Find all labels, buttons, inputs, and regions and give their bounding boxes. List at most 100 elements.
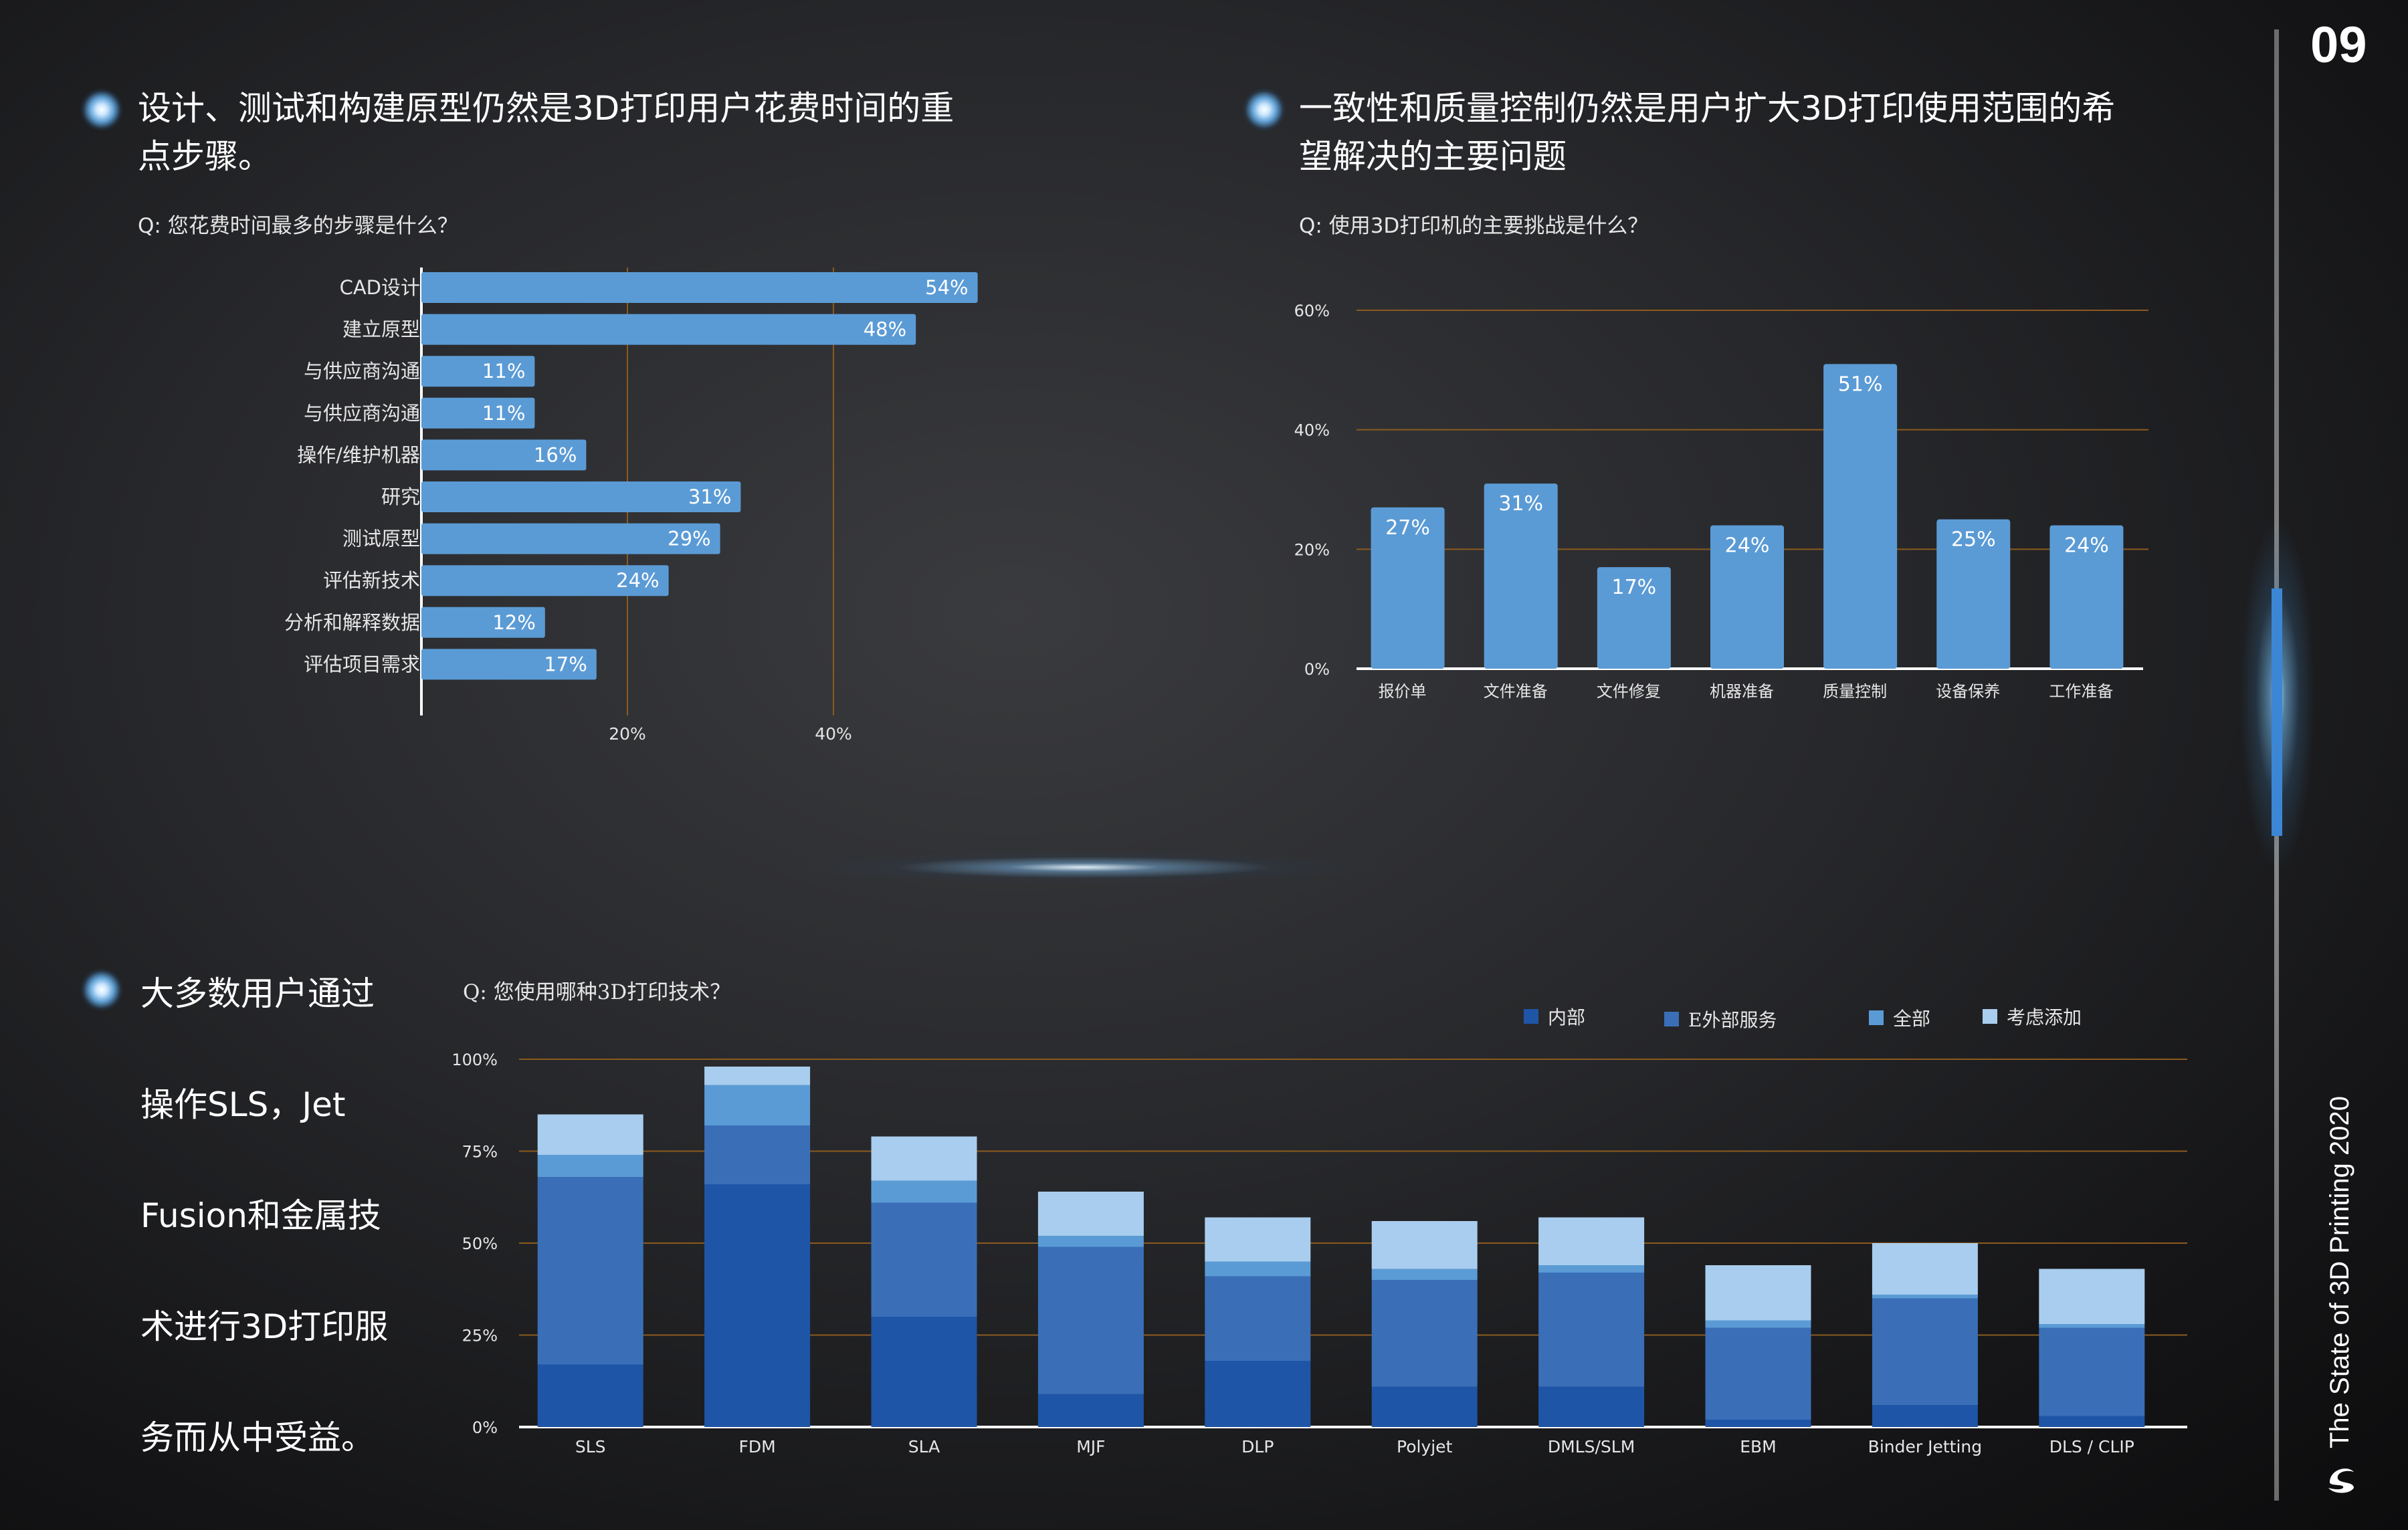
side-text-line: Fusion和金属技 bbox=[140, 1196, 381, 1235]
bar-segment bbox=[871, 1180, 977, 1203]
bar-segment bbox=[2039, 1324, 2145, 1328]
bar-segment bbox=[2039, 1416, 2145, 1427]
data-label: 31% bbox=[688, 485, 731, 508]
category-label: CAD设计 bbox=[340, 276, 420, 299]
side-text-line: 术进行3D打印服 bbox=[140, 1307, 389, 1346]
bar-segment bbox=[537, 1114, 643, 1155]
category-label: Binder Jetting bbox=[1868, 1437, 1982, 1456]
bar-segment bbox=[1037, 1236, 1144, 1247]
data-label: 48% bbox=[864, 318, 906, 341]
bar-segment bbox=[1037, 1192, 1144, 1236]
category-label: 测试原型 bbox=[342, 528, 420, 550]
legend-item: 内部 bbox=[1524, 1003, 1585, 1030]
data-label: 17% bbox=[1612, 576, 1657, 599]
category-label: 设备保养 bbox=[1936, 682, 2000, 701]
bar-segment bbox=[537, 1364, 643, 1427]
data-label: 17% bbox=[544, 653, 587, 675]
time-spent-heading: 设计、测试和构建原型仍然是3D打印用户花费时间的重 点步骤。 bbox=[138, 84, 954, 181]
challenges-question: Q: 使用3D打印机的主要挑战是什么？ bbox=[1299, 214, 1649, 238]
y-tick-label: 100% bbox=[452, 1051, 498, 1069]
bar-segment bbox=[704, 1184, 811, 1427]
section-bullet-icon bbox=[1243, 88, 1286, 131]
category-label: MJF bbox=[1076, 1437, 1105, 1456]
category-label: 与供应商沟通 bbox=[304, 360, 420, 382]
bar bbox=[421, 439, 587, 471]
brand-logo bbox=[2324, 1461, 2359, 1496]
category-label: 文件修复 bbox=[1597, 682, 1661, 701]
bar bbox=[1371, 507, 1445, 669]
rule-highlight bbox=[2272, 588, 2282, 836]
bar bbox=[421, 397, 535, 429]
category-label: 报价单 bbox=[1379, 682, 1427, 701]
category-label: 分析和解释数据 bbox=[284, 611, 420, 634]
category-label: 机器准备 bbox=[1710, 682, 1774, 701]
heading-line: 一致性和质量控制仍然是用户扩大3D打印使用范围的希 bbox=[1299, 89, 2116, 128]
technologies-question: Q: 您使用哪种3D打印技术？ bbox=[463, 980, 731, 1004]
data-label: 25% bbox=[1951, 528, 1996, 552]
bar-segment bbox=[871, 1317, 977, 1427]
data-label: 11% bbox=[482, 402, 525, 425]
bar-segment bbox=[1371, 1269, 1478, 1280]
data-label: 24% bbox=[1725, 534, 1770, 558]
section-bullet-icon bbox=[80, 88, 123, 131]
bar bbox=[2049, 525, 2124, 669]
technologies-chart: 0% 25% 50% 75% 100% SLS FDM SLA MJF DLP Polyjet DML… bbox=[452, 1051, 2187, 1456]
time-spent-chart: 20% 40% 54% CAD设计 48% 建立原型 11% 与供应商沟通 11% 与供应商沟通 1… bbox=[284, 267, 978, 744]
data-label: 12% bbox=[492, 611, 535, 634]
category-label: 研究 bbox=[381, 485, 420, 508]
side-text-line: 操作SLS，Jet bbox=[140, 1085, 346, 1124]
side-text-line: 务而从中受益。 bbox=[140, 1418, 375, 1457]
legend-item: 全部 bbox=[1869, 1004, 1930, 1031]
side-text-line: 大多数用户通过 bbox=[140, 974, 375, 1013]
section-bullet-icon bbox=[80, 968, 123, 1011]
legend-label: 内部 bbox=[1548, 1006, 1586, 1028]
bar-segment bbox=[1705, 1320, 1811, 1328]
x-tick-label: 40% bbox=[815, 724, 852, 744]
data-label: 54% bbox=[925, 276, 968, 299]
category-label: 工作准备 bbox=[2049, 682, 2113, 701]
bar bbox=[1936, 519, 2011, 669]
time-spent-question: Q: 您花费时间最多的步骤是什么？ bbox=[138, 214, 458, 238]
legend-label: 考虑添加 bbox=[2007, 1006, 2082, 1028]
bar-segment bbox=[704, 1125, 811, 1184]
category-label: Polyjet bbox=[1397, 1437, 1453, 1456]
heading-line: 望解决的主要问题 bbox=[1299, 137, 1567, 176]
bar-segment bbox=[1538, 1217, 1645, 1265]
category-label: 建立原型 bbox=[342, 318, 420, 341]
bar-segment bbox=[1872, 1243, 1978, 1295]
y-tick-label: 40% bbox=[1294, 421, 1330, 440]
category-label: 与供应商沟通 bbox=[304, 402, 420, 425]
category-label: SLA bbox=[908, 1437, 940, 1456]
bar-segment bbox=[704, 1085, 811, 1125]
bar bbox=[421, 523, 720, 554]
bar-segment bbox=[1371, 1280, 1478, 1387]
report-title: The State of 3D Printing 2020 bbox=[2325, 1096, 2354, 1448]
bar-segment bbox=[2039, 1327, 2145, 1416]
data-label: 11% bbox=[482, 360, 525, 382]
glow-streak bbox=[789, 851, 1378, 884]
bar bbox=[1823, 364, 1898, 669]
legend-item: 考虑添加 bbox=[1983, 1003, 2082, 1030]
bar-segment bbox=[1872, 1298, 1978, 1405]
category-label: 操作/维护机器 bbox=[297, 443, 420, 466]
y-tick-label: 75% bbox=[462, 1143, 498, 1162]
category-label: EBM bbox=[1740, 1437, 1777, 1456]
bar bbox=[421, 314, 916, 345]
x-tick-label: 20% bbox=[609, 724, 646, 744]
bar bbox=[421, 607, 545, 638]
y-tick-label: 0% bbox=[472, 1418, 498, 1437]
bar-segment bbox=[1205, 1217, 1311, 1262]
data-label: 24% bbox=[616, 569, 659, 592]
bar bbox=[421, 649, 597, 680]
bar-segment bbox=[1872, 1295, 1978, 1299]
legend-swatch bbox=[1664, 1012, 1679, 1026]
bar bbox=[1710, 525, 1784, 669]
bar-segment bbox=[871, 1202, 977, 1317]
bar-segment bbox=[537, 1155, 643, 1177]
category-label: 评估新技术 bbox=[323, 569, 420, 592]
category-label: DMLS/SLM bbox=[1548, 1437, 1635, 1456]
bar bbox=[1597, 567, 1671, 669]
bar-segment bbox=[1705, 1420, 1811, 1427]
bar bbox=[421, 481, 741, 512]
data-label: 16% bbox=[534, 443, 577, 466]
